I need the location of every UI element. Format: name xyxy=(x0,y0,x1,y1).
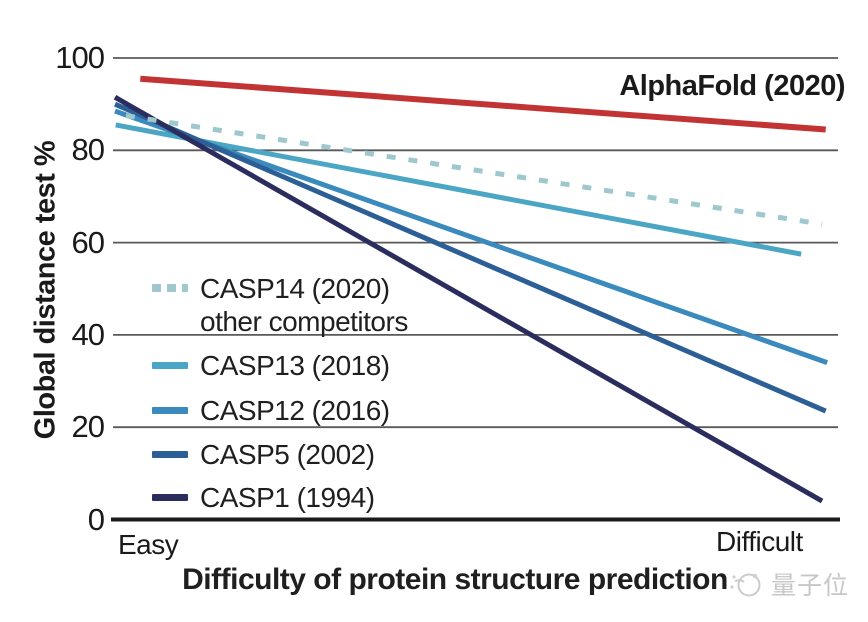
legend-swatch-casp14 xyxy=(152,284,188,292)
legend-swatch-casp5 xyxy=(152,451,188,458)
x-axis-title: Difficulty of protein structure predicti… xyxy=(182,563,728,596)
x-axis-label-difficult: Difficult xyxy=(716,526,803,557)
legend-label-casp14: CASP14 (2020) xyxy=(200,273,390,304)
y-tick-label-100: 100 xyxy=(55,40,105,75)
x-axis-label-easy: Easy xyxy=(118,529,179,560)
legend-swatch-casp12 xyxy=(152,407,188,414)
legend-label-casp12: CASP12 (2016) xyxy=(200,395,390,426)
legend-label-casp13: CASP13 (2018) xyxy=(200,350,390,381)
qbitai-watermark-text: 量子位 xyxy=(771,572,850,600)
legend-swatch-casp13 xyxy=(152,362,188,369)
legend-label-casp5: CASP5 (2002) xyxy=(200,439,375,470)
alphafold-line-label: AlphaFold (2020) xyxy=(619,70,845,102)
y-tick-label-0: 0 xyxy=(87,501,105,537)
series-line-casp5 xyxy=(114,101,827,414)
series-line-alphafold xyxy=(140,75,826,133)
series-line-casp14 xyxy=(125,113,823,227)
y-axis-title: Global distance test % xyxy=(29,140,62,440)
legend-label-casp14-sub: other competitors xyxy=(200,306,408,337)
series-line-casp13 xyxy=(115,122,802,257)
y-tick-label-80: 80 xyxy=(71,132,105,168)
legend-swatch-casp1 xyxy=(152,494,188,501)
y-tick-label-40: 40 xyxy=(71,316,105,352)
y-tick-label-60: 60 xyxy=(71,224,105,260)
y-tick-label-20: 20 xyxy=(71,409,105,445)
series-line-casp1 xyxy=(113,95,824,504)
qbitai-logo-icon xyxy=(730,573,761,597)
qbitai-watermark: 量子位 xyxy=(728,566,849,602)
legend-label-casp1: CASP1 (1994) xyxy=(200,482,375,513)
